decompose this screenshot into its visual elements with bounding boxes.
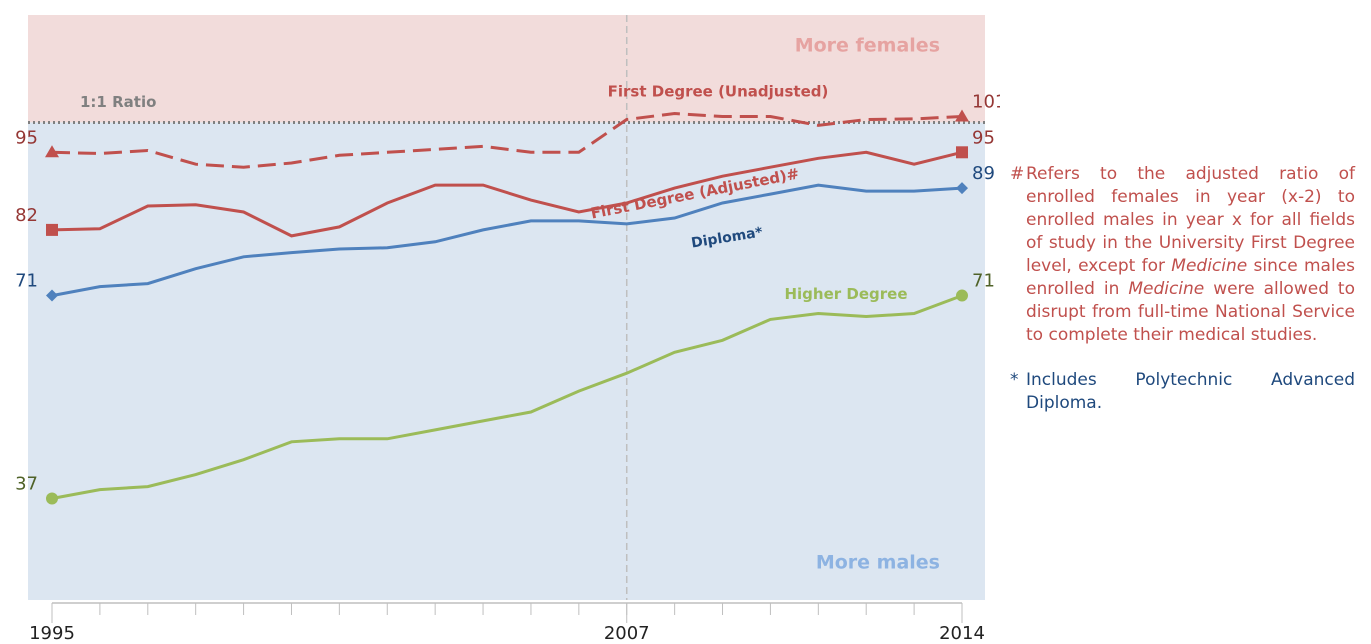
footnote-text-segment: Includes Polytechnic Advanced Diploma. [1026,370,1355,413]
value-label: 95 [972,127,995,148]
value-label: 37 [15,474,38,495]
series-label: Higher Degree [784,285,907,303]
value-label: 71 [15,271,38,292]
chart: More females More males 1:1 Ratio 1995 2007 2… [15,15,1000,644]
reference-label: 1:1 Ratio [80,93,156,111]
region-label: More females [795,35,940,57]
value-label: 95 [15,127,38,148]
region-label: More males [816,552,940,574]
value-label: 101 [972,91,1000,112]
marker [46,492,58,505]
x-tick-label: 1995 [29,623,75,644]
marker [46,289,58,302]
footnote-text-segment: Refers to the adjusted ratio of enrolled… [1026,164,1355,276]
footnote-text-segment: were allowed to disrupt from full-time N… [1026,279,1355,345]
region-upper [28,15,985,123]
footnote-symbol: * [1010,370,1019,390]
x-tick-label: 2014 [939,623,985,644]
footnote: # Refers to the adjusted ratio of enrolle… [1010,163,1355,347]
footnotes: # Refers to the adjusted ratio of enrolle… [1010,163,1355,437]
series-line [51,111,963,169]
footnote: * Includes Polytechnic Advanced Diploma. [1010,369,1355,415]
value-label: 82 [15,205,38,226]
value-label: 71 [972,271,995,292]
marker [46,223,58,236]
marker [956,182,968,195]
marker [955,109,969,122]
series-line [51,294,963,500]
footnote-text-segment: Medicine [1171,256,1248,276]
region-lower [28,122,985,601]
footnote-symbol: # [1010,164,1025,184]
series-line [51,183,963,298]
footnote-text: Includes Polytechnic Advanced Diploma. [1026,369,1355,415]
footnote-text: Refers to the adjusted ratio of enrolled… [1026,163,1355,347]
marker [956,289,968,302]
footnote-text-segment: since males enrolled in [1026,256,1355,299]
series-line [51,150,963,238]
marker [45,145,59,158]
footnote-text-segment: Medicine [1128,279,1205,299]
x-tick-label: 2007 [604,623,650,644]
series-label: First Degree (Unadjusted) [608,83,829,101]
value-label: 89 [972,163,995,184]
marker [956,146,968,159]
